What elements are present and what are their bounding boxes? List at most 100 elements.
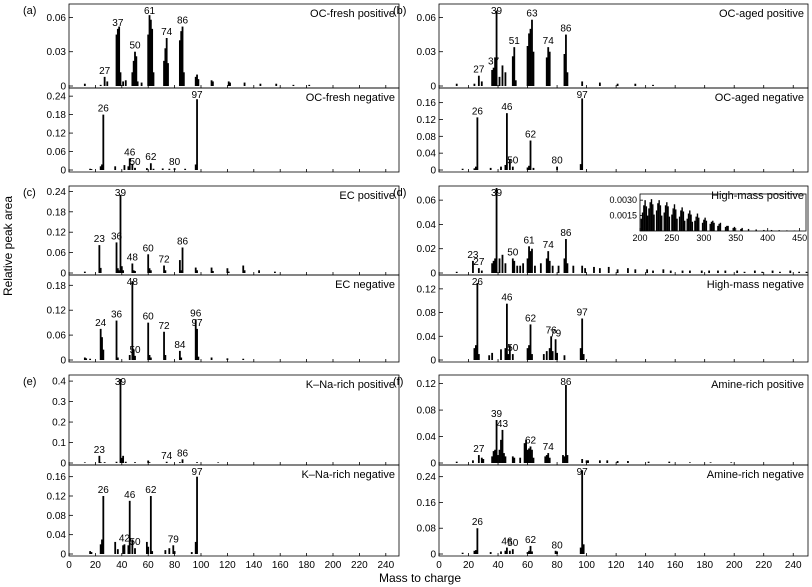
- bar-mz-96: [194, 267, 197, 273]
- inset-bar-mz-210: [645, 206, 648, 231]
- bar-mz-50: [134, 270, 136, 273]
- inset-bar-mz-322: [717, 225, 719, 231]
- bar-mz-17: [90, 169, 93, 170]
- panel-title: OC-aged negative: [715, 92, 804, 104]
- bar-mz-63: [531, 449, 533, 463]
- y-tick-label: 0.24: [47, 187, 67, 198]
- x-tick-label: 60: [143, 560, 155, 571]
- peak-label: 46: [501, 293, 513, 304]
- y-tick-label: 0.16: [417, 98, 437, 109]
- bar-mz-24: [473, 168, 476, 170]
- bar-mz-43: [501, 429, 504, 463]
- bar-mz-51: [513, 47, 516, 86]
- bar-mz-122: [229, 82, 231, 86]
- panel-oc-aged-negative: 0 0.04 0.08 0.12 0.16 OC-aged negative 26 46 50 6…: [417, 87, 809, 177]
- panel-frame: [68, 274, 400, 363]
- bar-mz-71: [542, 354, 545, 360]
- peak-label: 26: [472, 277, 484, 288]
- bar-mz-145: [652, 270, 654, 273]
- bar-mz-170: [292, 84, 295, 86]
- bar-mz-50: [134, 548, 136, 554]
- inset-bar-mz-302: [704, 217, 706, 231]
- bar-mz-36: [115, 461, 118, 463]
- bar-mz-64: [152, 168, 155, 170]
- y-tick-label: 0.12: [417, 379, 437, 390]
- peak-label: 27: [473, 444, 485, 455]
- peak-label: 84: [174, 340, 186, 351]
- inset-bar-mz-394: [763, 229, 765, 231]
- peak-label: 46: [124, 490, 136, 501]
- panel-oc-fresh-positive: 0 0.03 0.06 OC-fresh positive (a) 27 37 50 61 74 8…: [23, 3, 400, 93]
- bar-mz-60: [526, 449, 529, 463]
- bar-mz-145: [259, 83, 262, 86]
- bar-mz-50: [134, 355, 136, 360]
- bar-mz-40: [120, 266, 123, 273]
- bar-mz-108: [210, 80, 213, 86]
- x-tick-label: 180: [298, 560, 315, 571]
- bar-mz-75: [548, 260, 551, 273]
- y-tick-label: 0: [430, 269, 436, 280]
- bar-mz-74: [547, 251, 550, 273]
- bar-mz-48: [131, 163, 134, 170]
- bar-mz-120: [226, 268, 229, 273]
- y-tick-label: 0.08: [417, 524, 437, 535]
- bar-mz-62: [149, 496, 152, 554]
- bar-mz-12: [455, 461, 458, 463]
- peak-label: 23: [94, 445, 106, 456]
- bar-mz-76: [550, 336, 553, 360]
- bar-mz-27: [103, 462, 106, 463]
- peak-label: 97: [577, 308, 589, 319]
- inset-bar-mz-346: [732, 227, 734, 231]
- inset-bar-mz-220: [652, 204, 654, 231]
- panel-letter: (f): [393, 376, 403, 388]
- bar-mz-84: [178, 462, 181, 463]
- bar-mz-24: [99, 544, 102, 554]
- x-tick-label: 160: [272, 560, 289, 571]
- bar-mz-98: [197, 79, 200, 86]
- inset-bar-mz-280: [690, 214, 692, 231]
- inset-bar-mz-230: [658, 200, 660, 231]
- bar-mz-87: [566, 72, 569, 86]
- bar-mz-29: [480, 457, 483, 463]
- peak-label: 80: [552, 540, 564, 551]
- bar-mz-132: [242, 265, 245, 273]
- bar-mz-24: [99, 328, 102, 361]
- bar-mz-16: [89, 358, 92, 360]
- peak-label: 61: [523, 235, 535, 246]
- bar-mz-50: [134, 167, 136, 170]
- peak-label: 86: [560, 228, 572, 239]
- bar-mz-24: [99, 267, 102, 273]
- bar-mz-184: [709, 462, 712, 463]
- y-tick-label: 0.04: [417, 432, 437, 443]
- inset-bar-mz-242: [666, 202, 668, 231]
- bar-mz-84: [178, 350, 181, 360]
- peak-label: 97: [191, 90, 203, 101]
- inset-bar-mz-264: [680, 210, 682, 231]
- bar-mz-156: [668, 461, 671, 463]
- bar-mz-72: [163, 60, 165, 86]
- peak-label: 74: [543, 36, 555, 47]
- bar-mz-23: [98, 245, 101, 273]
- bar-mz-62: [149, 270, 152, 273]
- peak-label: 43: [497, 419, 509, 430]
- bar-mz-43: [124, 80, 127, 86]
- bar-mz-249: [805, 271, 808, 273]
- peak-label: 50: [507, 247, 519, 258]
- bar-mz-73: [164, 48, 167, 86]
- bar-mz-46: [506, 113, 508, 170]
- bar-mz-98: [582, 544, 585, 554]
- y-tick-label: 0.03: [417, 47, 437, 58]
- bar-mz-49: [132, 349, 135, 361]
- bar-mz-39: [495, 420, 498, 463]
- bar-mz-48: [131, 539, 134, 554]
- inset-x-tick-label: 250: [664, 233, 679, 243]
- bar-mz-99: [584, 268, 587, 273]
- inset-bar-mz-232: [659, 205, 662, 231]
- y-tick-label: 0: [60, 166, 66, 177]
- inset-bar-mz-202: [640, 218, 642, 231]
- peak-label: 27: [99, 66, 111, 77]
- bar-mz-93: [190, 552, 193, 554]
- bar-mz-45: [504, 72, 507, 86]
- bar-mz-73: [545, 258, 548, 273]
- bar-mz-121: [227, 81, 230, 86]
